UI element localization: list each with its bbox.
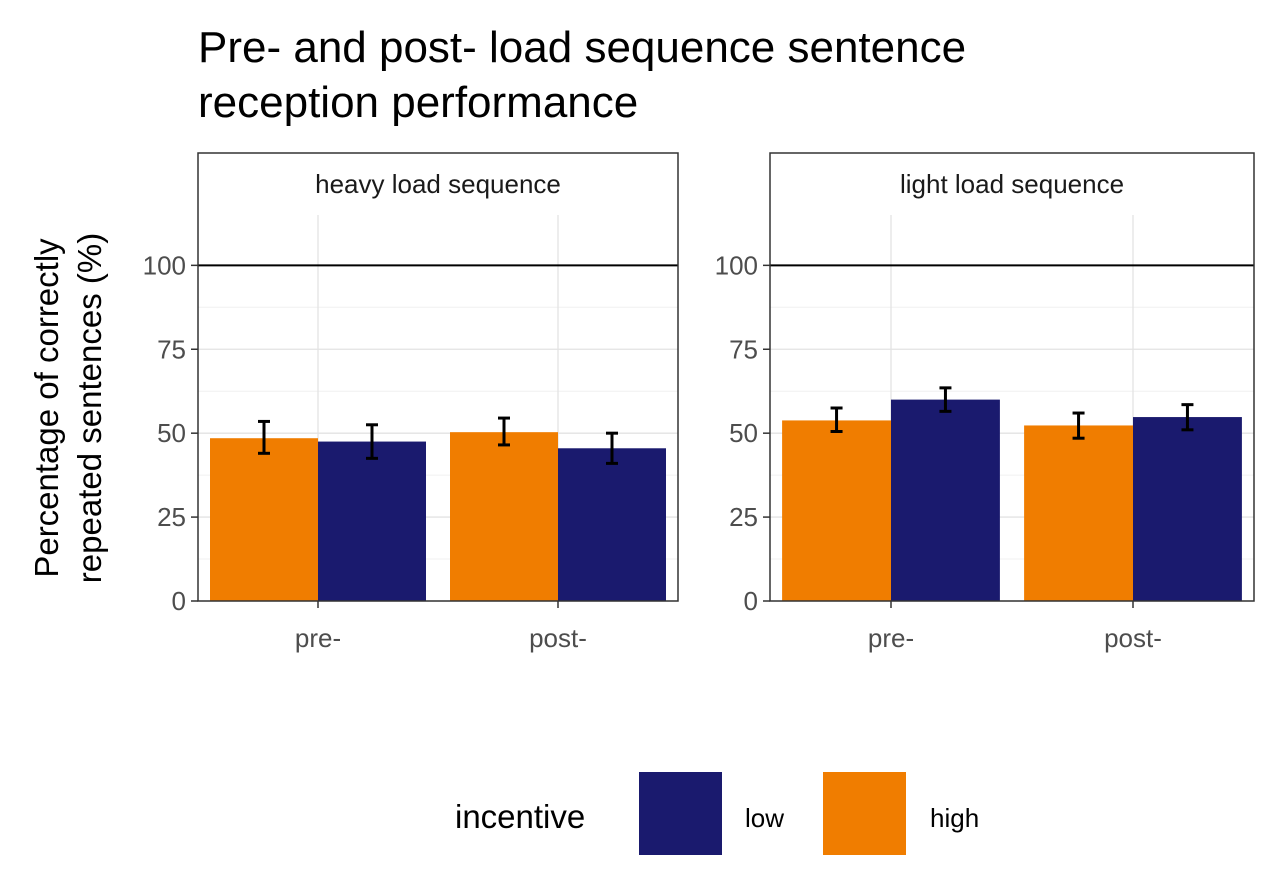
y-tick-label: 0 (172, 586, 186, 616)
y-tick-label: 75 (157, 334, 186, 364)
error-bar-high-pre (258, 419, 270, 455)
bar-low-pre (318, 441, 426, 601)
y-tick-label: 100 (715, 250, 758, 280)
bar-high-pre (782, 420, 891, 601)
legend-item-low: low (639, 772, 784, 855)
facet-panels: heavy load sequence 0 25 50 75 100 pre-post-li… (143, 152, 1255, 653)
bar-high-pre (210, 438, 318, 601)
legend-label-low: low (745, 803, 784, 833)
facet-panel-2: light load sequence 0 25 50 75 100 pre-post- (715, 152, 1255, 653)
x-tick-label: post- (529, 623, 587, 653)
error-bar-high-pre (830, 406, 843, 433)
error-bar-high-post (1072, 411, 1085, 440)
bar-high-post (450, 432, 558, 601)
facet-panel-1: heavy load sequence 0 25 50 75 100 pre-post- (143, 152, 679, 653)
legend: incentive low high (455, 772, 979, 855)
y-tick-label: 25 (729, 502, 758, 532)
error-bar-low-post (606, 431, 618, 465)
y-tick-label: 100 (143, 250, 186, 280)
error-bar-low-pre (366, 423, 378, 460)
y-tick-label: 50 (729, 418, 758, 448)
y-tick-label: 50 (157, 418, 186, 448)
legend-item-high: high (823, 772, 979, 855)
legend-label-high: high (930, 803, 979, 833)
legend-title: incentive (455, 798, 585, 835)
chart-title-line-1: Pre- and post- load sequence sentence (198, 23, 966, 72)
y-tick-label: 75 (729, 334, 758, 364)
y-axis-label-line-2: repeated sentences (%) (71, 233, 108, 583)
error-bar-low-post (1181, 403, 1194, 432)
y-axis-label-line-1: Percentage of correctly (28, 238, 65, 578)
y-tick-label: 25 (157, 502, 186, 532)
panel-border (769, 152, 1255, 602)
chart-title: Pre- and post- load sequence sentence re… (198, 23, 966, 127)
x-tick-label: post- (1104, 623, 1162, 653)
bar-low-post (1133, 417, 1242, 601)
y-tick-label: 0 (744, 586, 758, 616)
x-tick-label: pre- (295, 623, 341, 653)
error-bar-high-post (498, 416, 510, 447)
x-tick-label: pre- (868, 623, 914, 653)
panel-border (197, 152, 679, 602)
facet-strip-label: light load sequence (900, 169, 1124, 199)
bar-low-post (558, 448, 666, 601)
chart-title-line-2: reception performance (198, 78, 638, 127)
legend-key-high (823, 772, 906, 855)
bar-high-post (1024, 425, 1133, 601)
legend-key-low (639, 772, 722, 855)
error-bar-low-pre (939, 386, 952, 413)
facet-strip-label: heavy load sequence (315, 169, 561, 199)
bar-low-pre (891, 399, 1000, 601)
y-axis-label: Percentage of correctly repeated sentenc… (28, 233, 108, 583)
